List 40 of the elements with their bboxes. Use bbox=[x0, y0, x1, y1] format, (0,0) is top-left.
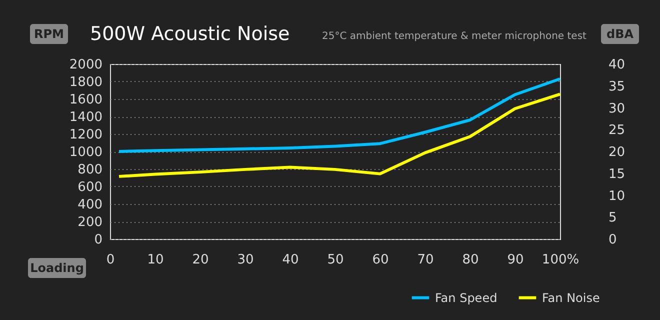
x-tick-label: 50 bbox=[327, 252, 344, 268]
x-tick-label: 90 bbox=[507, 252, 524, 268]
x-tick-label: 10 bbox=[147, 252, 164, 268]
y2-tick-label: 25 bbox=[608, 123, 626, 138]
y-tick-label: 400 bbox=[78, 198, 102, 212]
y2-axis-title: dBA bbox=[606, 27, 634, 41]
y-axis-title: RPM bbox=[34, 27, 64, 41]
y2-tick-label: 30 bbox=[608, 101, 626, 116]
x-tick-label: 20 bbox=[192, 252, 209, 268]
y-tick-label: 1600 bbox=[69, 92, 102, 108]
y-tick-label: 1800 bbox=[69, 75, 102, 90]
line-series bbox=[118, 77, 562, 153]
y-tick-label: 1200 bbox=[69, 128, 102, 142]
x-tick-label: 60 bbox=[372, 252, 389, 268]
x-tick-label: 70 bbox=[417, 252, 434, 268]
x-tick-label: 80 bbox=[462, 252, 479, 268]
y2-tick-label: 15 bbox=[608, 166, 626, 182]
y-tick-label: 200 bbox=[78, 215, 102, 230]
y-tick-label: 800 bbox=[78, 162, 102, 178]
y2-tick-label: 10 bbox=[608, 188, 626, 204]
chart-subtitle: 25°C ambient temperature & meter microphone test bbox=[322, 31, 587, 42]
y2-tick-label: 40 bbox=[608, 58, 626, 72]
x-tick-label: 100% bbox=[542, 252, 580, 268]
y-tick-label: 2000 bbox=[69, 58, 102, 72]
y-tick-label: 1000 bbox=[69, 145, 102, 160]
x-tick-label: 0 bbox=[106, 252, 115, 268]
y-tick-label: 600 bbox=[78, 180, 102, 195]
line-series bbox=[118, 92, 562, 178]
x-axis-title: Loading bbox=[30, 261, 84, 275]
y-tick-label: 1400 bbox=[69, 110, 102, 125]
x-tick-label: 30 bbox=[237, 252, 254, 268]
y2-tick-label: 0 bbox=[608, 232, 617, 248]
y2-tick-label: 5 bbox=[608, 210, 617, 226]
y-tick-label: 0 bbox=[94, 232, 102, 248]
x-tick-label: 40 bbox=[282, 252, 299, 268]
legend-label: Fan Noise bbox=[542, 290, 600, 305]
y2-tick-label: 35 bbox=[608, 79, 626, 94]
legend-label: Fan Speed bbox=[435, 290, 498, 305]
chart-title: 500W Acoustic Noise bbox=[90, 23, 290, 45]
y2-tick-label: 20 bbox=[608, 145, 626, 160]
